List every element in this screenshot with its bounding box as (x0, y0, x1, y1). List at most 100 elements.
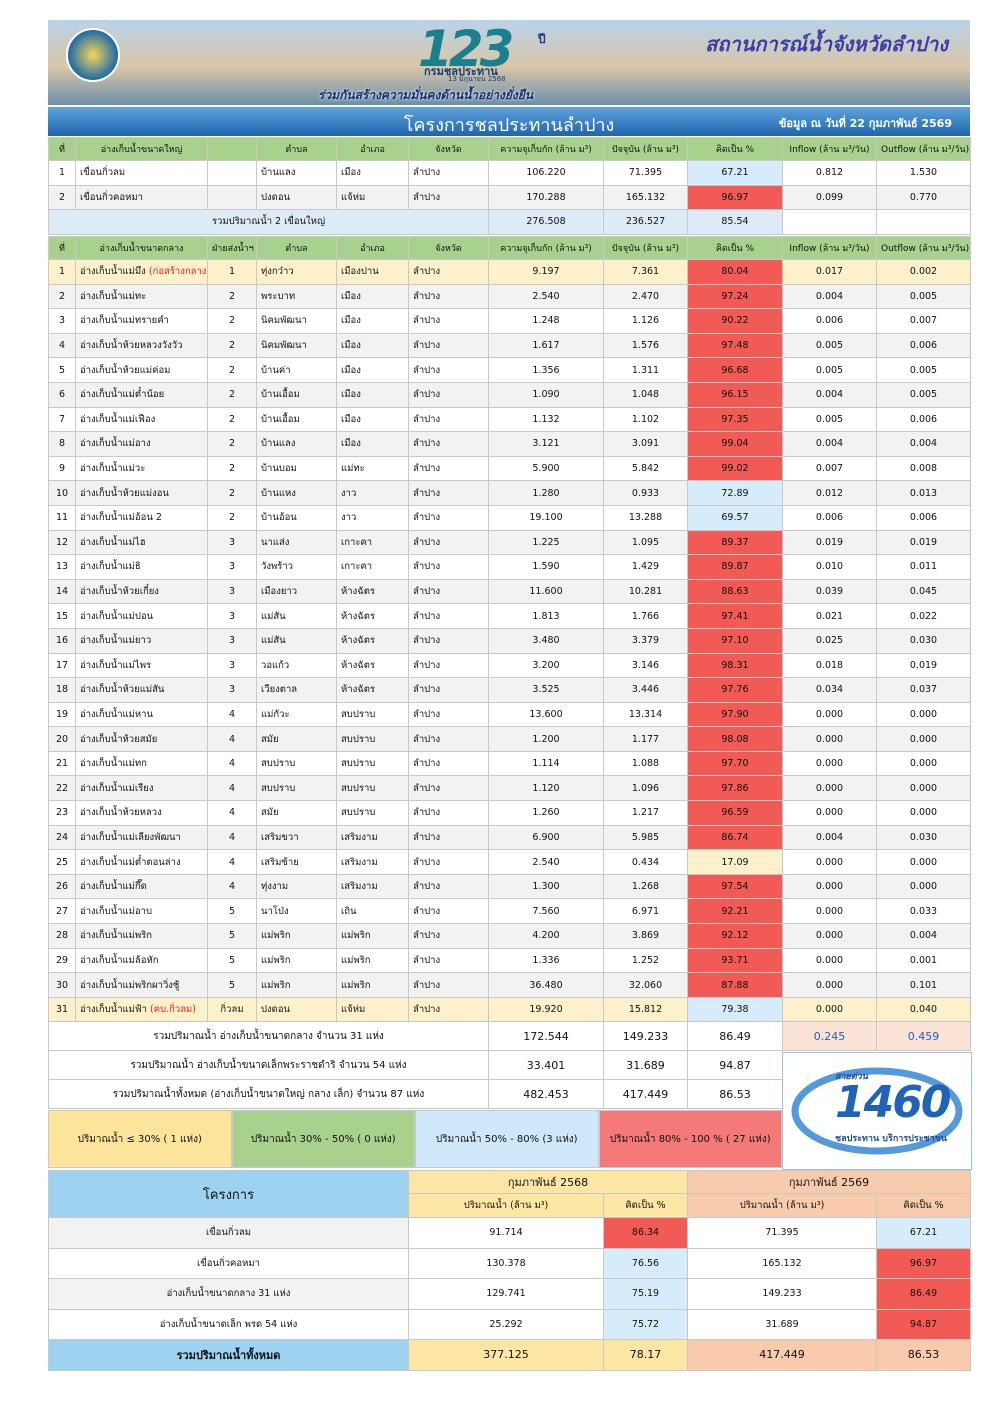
cell: 3 (207, 627, 257, 654)
cell: อ่างเก็บน้ำแม่หาน (75, 701, 208, 728)
cell: สบปราบ (336, 701, 409, 728)
cell: ลำปาง (408, 578, 489, 605)
cell: 2 (207, 308, 257, 334)
column-header: ปัจจุบัน (ล้าน ม³) (603, 236, 688, 260)
logo-org: กรมชลประทาน (424, 65, 498, 78)
cell: อ่างเก็บน้ำห้วยหลวง (75, 800, 208, 826)
cell: 2 (207, 332, 257, 359)
sub-header: ปริมาณน้ำ (ล้าน ม³) (687, 1193, 878, 1218)
cell: 0.004 (782, 381, 877, 408)
cell: เขื่อนกิ่วคอหมา (75, 184, 208, 210)
cell: เสริมซ้าย (256, 849, 337, 875)
hotline-number: 1460 (835, 1077, 951, 1128)
compare-value: 91.714 (408, 1217, 604, 1249)
cell: อ่างเก็บน้ำแม่กึ๊ด (75, 873, 208, 900)
cell: ทุ่งกว๋าว (256, 259, 337, 285)
cell: 19 (48, 701, 76, 728)
cell: อ่างเก็บน้ำแม่ต๋ำน้อย (75, 381, 208, 408)
cell: 3 (207, 677, 257, 703)
cell: 1.248 (488, 308, 604, 334)
cell: 4.200 (488, 923, 604, 949)
cell: 69.57 (687, 504, 783, 531)
cell: 0.000 (782, 873, 877, 900)
cell: 0.025 (782, 627, 877, 654)
summary-row: รวมปริมาณน้ำทั้งหมด (อ่างเก็บน้ำขนาดใหญ่… (48, 1079, 971, 1110)
cell: 0.022 (876, 603, 971, 629)
blank-header (207, 137, 257, 161)
cell: 1.530 (876, 160, 971, 186)
cell: แม่สัน (256, 603, 337, 629)
cell: ลำปาง (408, 332, 489, 359)
cell: 1.132 (488, 406, 604, 433)
cell: 97.10 (687, 627, 783, 654)
blank-cell (782, 209, 877, 235)
reservoir-row: 10 อ่างเก็บน้ำห้วยแม่งอน 2 บ้านแหง งาว ลำปาง 1… (48, 480, 971, 506)
cell: อ่างเก็บน้ำแม่ฟ้า (คบ.กิ่วลม) (75, 996, 208, 1023)
cell: 92.12 (687, 923, 783, 949)
cell: อ่างเก็บน้ำแม่วะ (75, 455, 208, 482)
cell: 0.006 (782, 504, 877, 531)
cell: 97.76 (687, 677, 783, 703)
cell: นาแส่ง (256, 529, 337, 556)
cell: 2 (207, 480, 257, 506)
cell: 2 (207, 455, 257, 482)
summary-value: 417.449 (603, 1079, 688, 1110)
cell: 1 (48, 259, 76, 285)
project-name: เขื่อนกิ่วคอหมา (48, 1247, 409, 1279)
cell: บ้านเอื้อม (256, 406, 337, 433)
cell: 2 (207, 283, 257, 310)
column-header: Outflow (ล้าน ม³/วัน) (876, 236, 971, 260)
cell: 97.70 (687, 750, 783, 777)
cell: แม่กัวะ (256, 701, 337, 728)
column-header: อ่างเก็บน้ำขนาดกลาง (75, 236, 208, 260)
cell: 165.132 (603, 184, 688, 210)
cell: อ่างเก็บน้ำแม่พริกผาวิ่งชู้ (75, 972, 208, 998)
compare-value: 75.19 (602, 1278, 689, 1310)
cell: 19.100 (488, 504, 604, 531)
cell: ลำปาง (408, 775, 489, 802)
logo-number: 123 (418, 20, 514, 78)
cell: เกาะคา (336, 554, 409, 580)
compare-value: 76.56 (602, 1247, 689, 1279)
cell: 0.004 (782, 283, 877, 310)
cell: เสริมขวา (256, 824, 337, 851)
reservoir-row: 24 อ่างเก็บน้ำแม่เลียงพัฒนา 4 เสริมขวา เสริม… (48, 824, 971, 851)
reservoir-row: 13 อ่างเก็บน้ำแม่ธิ 3 วังพร้าว เกาะคา ลำปาง 1.… (48, 554, 971, 580)
column-header: อำเภอ (336, 236, 409, 260)
cell: 97.54 (687, 873, 783, 900)
cell: อ่างเก็บน้ำห้วยเกี๋ยง (75, 578, 208, 605)
column-header: ที่ (48, 236, 76, 260)
reservoir-row: 5 อ่างเก็บน้ำห้วยแม่ค่อม 2 บ้านค่า เมือง ลำปา… (48, 357, 971, 383)
reservoir-row: 7 อ่างเก็บน้ำแม่เฟือง 2 บ้านเอื้อม เมือง ลำปา… (48, 406, 971, 433)
cell: ลำปาง (408, 677, 489, 703)
cell: สบปราบ (256, 775, 337, 802)
cell: 0.004 (782, 824, 877, 851)
header-title: สถานการณ์น้ำจังหวัดลำปาง (705, 32, 948, 56)
reservoir-row: 28 อ่างเก็บน้ำแม่พริก 5 แม่พริก แม่พริก ลำปาง… (48, 923, 971, 949)
cell: 96.15 (687, 381, 783, 408)
cell: 96.97 (687, 184, 783, 210)
cell: 0.008 (876, 455, 971, 482)
cell: ลำปาง (408, 529, 489, 556)
column-header: Inflow (ล้าน ม³/วัน) (782, 236, 877, 260)
project-banner: โครงการชลประทานลำปาง ข้อมูล ณ วันที่ 22 … (48, 107, 970, 136)
cell: 1.429 (603, 554, 688, 580)
cell: 3 (48, 308, 76, 334)
cell: 0.000 (782, 947, 877, 974)
cell: อ่างเก็บน้ำแม่ไฮ (75, 529, 208, 556)
cell: สบปราบ (336, 750, 409, 777)
cell: 1.617 (488, 332, 604, 359)
cell: 0.000 (782, 996, 877, 1023)
sub-header: ปริมาณน้ำ (ล้าน ม³) (408, 1193, 604, 1218)
cell: 87.88 (687, 972, 783, 998)
hotline-tagline: ชลประทาน บริการประชาชน (835, 1134, 947, 1144)
cell: 98.31 (687, 652, 783, 679)
reservoir-row: 4 อ่างเก็บน้ำห้วยหลวงวังวัว 2 นิคมพัฒนา เมือ… (48, 332, 971, 359)
legend-item: ปริมาณน้ำ 80% - 100 % ( 27 แห่ง) (598, 1110, 782, 1168)
cell: 36.480 (488, 972, 604, 998)
cell: 5 (207, 972, 257, 998)
cell: 0.000 (782, 898, 877, 925)
cell: สมัย (256, 800, 337, 826)
cell: บ้านอ้อน (256, 504, 337, 531)
sub-header: คิดเป็น % (602, 1193, 689, 1218)
